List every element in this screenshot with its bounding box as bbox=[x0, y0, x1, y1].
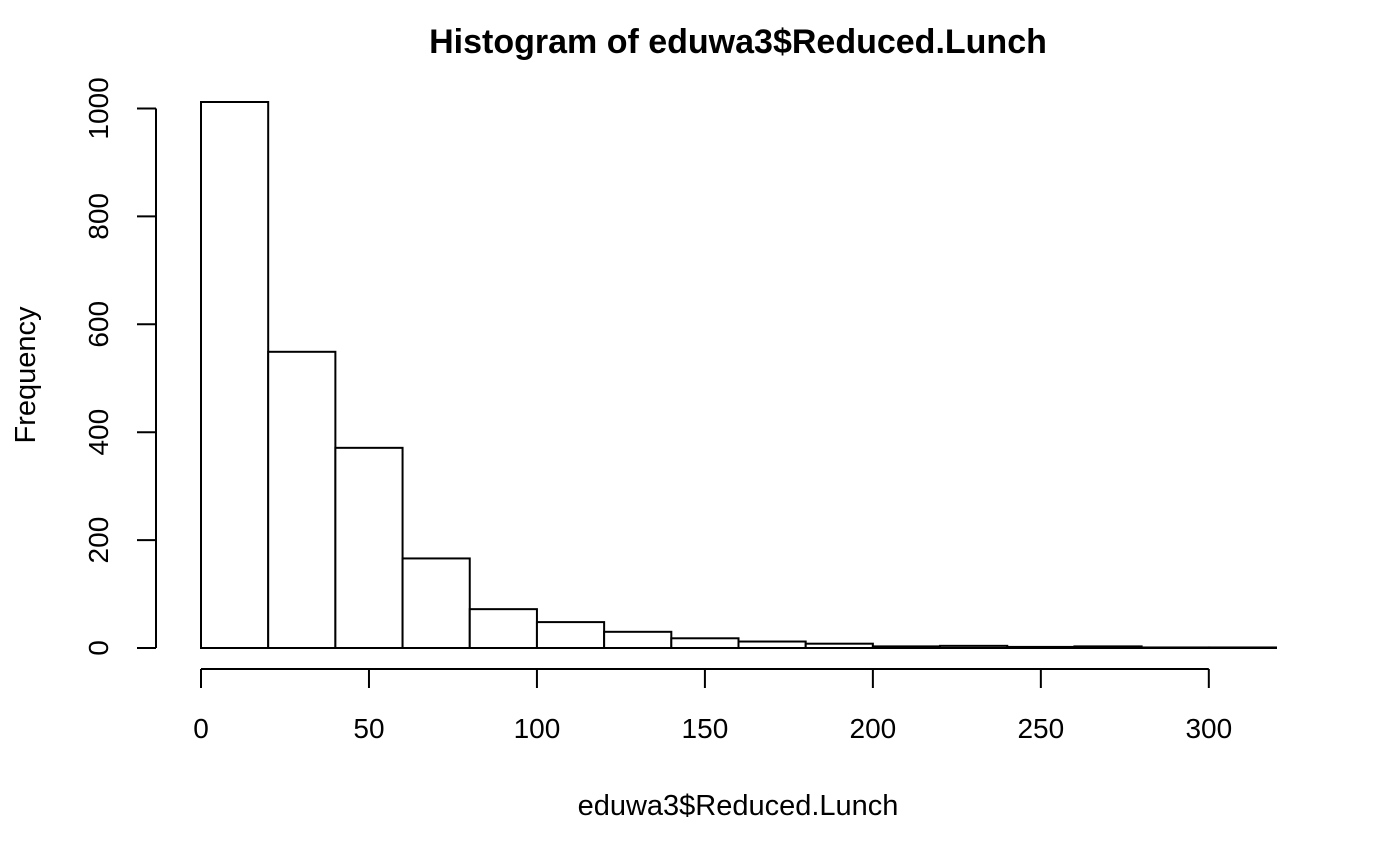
histogram-bar bbox=[401, 557, 471, 649]
histogram-bar bbox=[871, 645, 942, 649]
histogram-bar bbox=[200, 101, 270, 649]
histogram-bar bbox=[670, 637, 740, 649]
x-tick-label: 0 bbox=[193, 713, 209, 744]
x-tick-label: 150 bbox=[682, 713, 729, 744]
histogram-bar bbox=[1006, 645, 1076, 650]
y-tick-label: 800 bbox=[83, 193, 114, 240]
histogram-bar bbox=[804, 642, 874, 649]
histogram-bar bbox=[267, 350, 337, 649]
x-tick-label: 300 bbox=[1185, 713, 1232, 744]
x-tick-label: 100 bbox=[514, 713, 561, 744]
histogram-bars bbox=[200, 101, 1277, 650]
histogram-bar bbox=[939, 644, 1009, 650]
histogram-bar bbox=[603, 630, 673, 649]
x-tick-label: 250 bbox=[1017, 713, 1064, 744]
histogram-bar bbox=[1207, 646, 1277, 649]
x-axis: 0 50 100 150 200 250 300 bbox=[193, 668, 1232, 744]
y-axis: 0 200 400 600 800 1000 bbox=[83, 77, 157, 656]
x-tick-label: 200 bbox=[850, 713, 897, 744]
histogram-bar bbox=[468, 608, 538, 650]
chart-title: Histogram of eduwa3$Reduced.Lunch bbox=[429, 23, 1047, 61]
y-tick-label: 200 bbox=[83, 517, 114, 564]
y-tick-label: 400 bbox=[83, 409, 114, 456]
histogram-bar bbox=[1073, 645, 1143, 649]
histogram-bar bbox=[737, 640, 807, 650]
histogram-bar bbox=[334, 446, 404, 649]
y-axis-label: Frequency bbox=[10, 306, 42, 444]
histogram-bar bbox=[1140, 646, 1210, 649]
y-tick-label: 600 bbox=[83, 301, 114, 348]
histogram-bar bbox=[535, 621, 606, 650]
y-tick-label: 0 bbox=[83, 640, 114, 656]
x-axis-label: eduwa3$Reduced.Lunch bbox=[578, 790, 899, 822]
x-tick-label: 50 bbox=[353, 713, 384, 744]
y-tick-label: 1000 bbox=[83, 77, 114, 139]
